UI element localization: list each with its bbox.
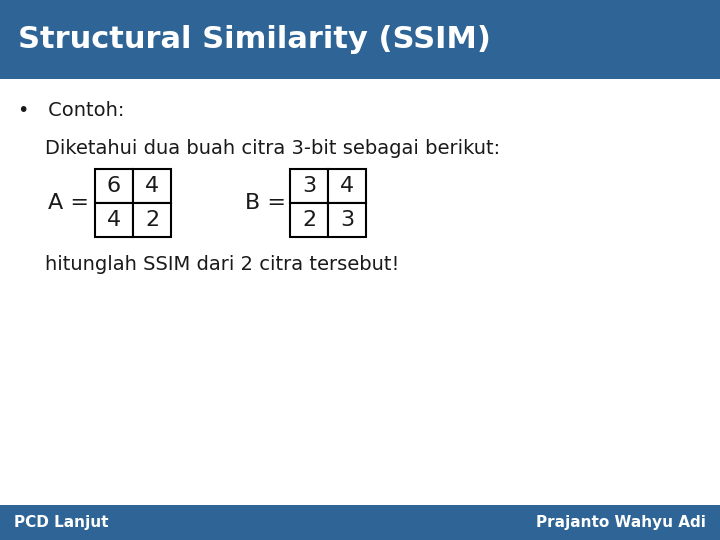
Text: Structural Similarity (SSIM): Structural Similarity (SSIM) [18, 25, 491, 54]
Text: 4: 4 [107, 210, 121, 230]
Bar [328, 203, 366, 237]
Text: •   Contoh:: • Contoh: [18, 101, 125, 120]
Bar [95, 203, 133, 237]
Text: 2: 2 [302, 210, 316, 230]
Text: Prajanto Wahyu Adi: Prajanto Wahyu Adi [536, 515, 706, 530]
Bar [328, 169, 366, 203]
Bar [133, 169, 171, 203]
Bar [133, 203, 171, 237]
Bar [290, 169, 328, 203]
Bar [0, 505, 720, 540]
Text: hitunglah SSIM dari 2 citra tersebut!: hitunglah SSIM dari 2 citra tersebut! [45, 255, 400, 274]
Text: B =: B = [245, 193, 286, 213]
Text: 3: 3 [340, 210, 354, 230]
Bar [290, 203, 328, 237]
Text: 4: 4 [145, 176, 159, 196]
Text: 4: 4 [340, 176, 354, 196]
Text: PCD Lanjut: PCD Lanjut [14, 515, 109, 530]
Text: Diketahui dua buah citra 3-bit sebagai berikut:: Diketahui dua buah citra 3-bit sebagai b… [45, 139, 500, 158]
Text: 2: 2 [145, 210, 159, 230]
Text: 6: 6 [107, 176, 121, 196]
Bar [0, 0, 720, 79]
Bar [95, 169, 133, 203]
Text: 3: 3 [302, 176, 316, 196]
Text: A =: A = [48, 193, 89, 213]
